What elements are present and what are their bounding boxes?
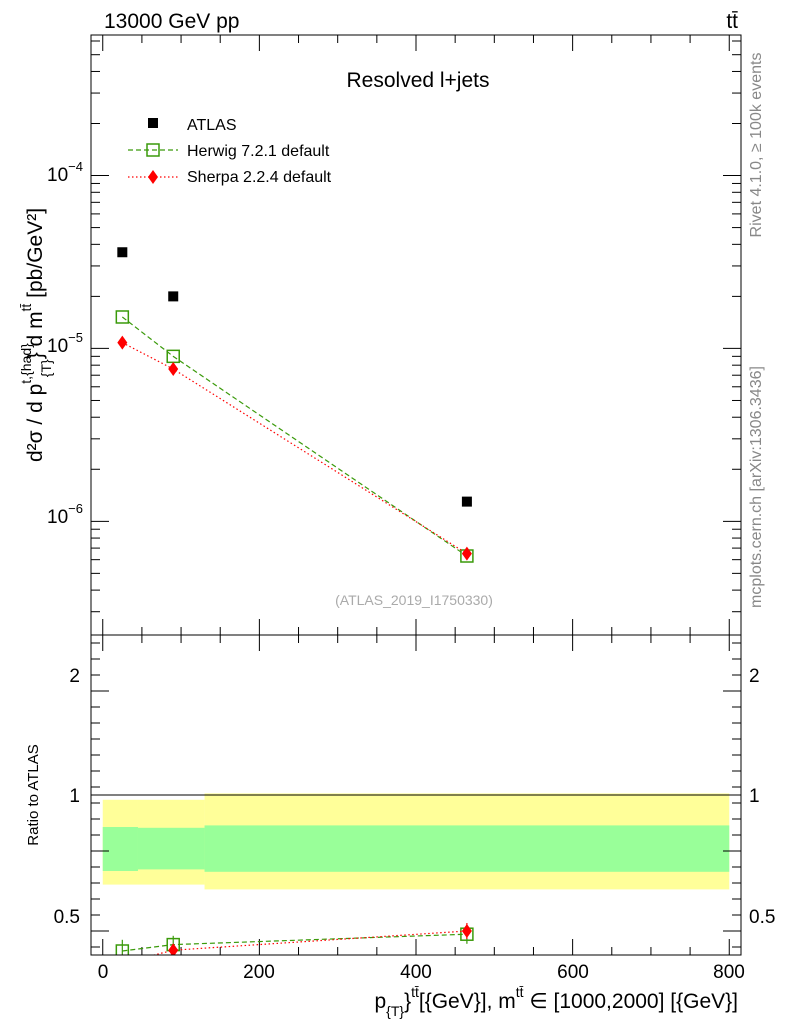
ratio-panel-data [115, 923, 474, 955]
legend-marker-atlas [148, 118, 158, 128]
ratio-y-tick-2: 2 [69, 666, 80, 687]
x-tick-200: 200 [243, 962, 275, 983]
y-tick-label-1e-4: 10−4 [47, 159, 83, 186]
x-tick-800: 800 [713, 962, 745, 983]
series-line-herwig [121, 316, 468, 557]
ratio-panel-ticks [91, 635, 741, 955]
ratio-band-inner-0 [102, 827, 138, 871]
ratio-panel-frame [90, 634, 742, 956]
legend-marker-sherpa [148, 170, 158, 184]
main-panel-title: Resolved l+jets [347, 69, 490, 92]
ratio-y-axis-title: Ratio to ATLAS [25, 744, 42, 845]
data-point-herwig-0 [115, 310, 130, 324]
ratio-band-inner-1 [137, 827, 205, 870]
ratio-data-clipped [115, 923, 474, 955]
svg-text:10−6: 10−6 [47, 501, 83, 528]
ratio-uncertainty-bands [102, 793, 730, 890]
data-point-sherpa-0 [117, 335, 128, 350]
data-point-atlas-1 [168, 291, 179, 302]
x-tick-600: 600 [557, 962, 589, 983]
ratio-panel: 0.5 1 2 0.5 1 2 Ratio to ATLAS 0 200 400… [25, 634, 775, 1019]
main-panel: Resolved l+jets (ATLAS_2019_I1750330) 10… [18, 34, 742, 636]
ratio-point-sherpa-2 [461, 924, 472, 938]
ratio-y-tick-1: 1 [69, 786, 80, 807]
svg-text:p{T}}tt̄[{GeV}], mtt̄ ∈ [1000,: p{T}}tt̄[{GeV}], mtt̄ ∈ [1000,2000] [{Ge… [374, 984, 738, 1019]
data-point-atlas-0 [117, 247, 128, 258]
data-point-atlas-2 [461, 496, 472, 507]
x-axis-title: p{T}}tt̄[{GeV}], mtt̄ ∈ [1000,2000] [{Ge… [374, 984, 738, 1019]
main-panel-data [115, 247, 474, 563]
main-panel-ticks [91, 35, 741, 635]
y-tick-label-1e-5: 10−5 [47, 330, 83, 357]
legend-label-herwig: Herwig 7.2.1 default [187, 143, 330, 160]
data-point-sherpa-2 [461, 546, 472, 561]
ratio-y-tick-1-right: 1 [749, 786, 760, 807]
ratio-point-sherpa-1 [168, 943, 179, 955]
legend-marker-herwig [146, 143, 160, 157]
header-process-label: tt̄ [726, 10, 738, 33]
legend-entry-sherpa: Sherpa 2.2.4 default [128, 169, 332, 186]
mcplots-label: mcplots.cern.ch [arXiv:1306.3436] [748, 366, 765, 608]
legend-entry-atlas: ATLAS [148, 117, 237, 134]
legend-label-sherpa: Sherpa 2.2.4 default [187, 169, 332, 186]
ratio-point-herwig-0 [115, 944, 130, 955]
y-tick-label-1e-6: 10−6 [47, 501, 83, 528]
ratio-y-tick-2-right: 2 [749, 666, 760, 687]
ratio-y-tick-0.5: 0.5 [54, 907, 80, 928]
legend-label-atlas: ATLAS [187, 117, 237, 134]
rivet-version-label: Rivet 4.1.0, ≥ 100k events [748, 53, 765, 238]
ratio-y-tick-0.5-right: 0.5 [749, 907, 775, 928]
ratio-band-inner-2 [204, 825, 730, 872]
analysis-watermark: (ATLAS_2019_I1750330) [335, 592, 493, 608]
data-point-sherpa-1 [168, 362, 179, 377]
x-tick-400: 400 [400, 962, 432, 983]
legend: ATLAS Herwig 7.2.1 default Sherpa 2.2.4 … [128, 117, 332, 186]
svg-text:10−4: 10−4 [47, 159, 83, 186]
x-tick-0: 0 [98, 962, 109, 983]
legend-entry-herwig: Herwig 7.2.1 default [128, 143, 330, 160]
svg-text:d²σ / d pt,{had}{T}} d mtt̄ [p: d²σ / d pt,{had} {T}} d mtt̄ [pb/GeV²] [18, 208, 54, 462]
main-y-axis-title: d²σ / d pt,{had} {T}} d mtt̄ [pb/GeV²] [18, 208, 54, 462]
header-energy-label: 13000 GeV pp [104, 10, 239, 33]
svg-text:10−5: 10−5 [47, 330, 83, 357]
